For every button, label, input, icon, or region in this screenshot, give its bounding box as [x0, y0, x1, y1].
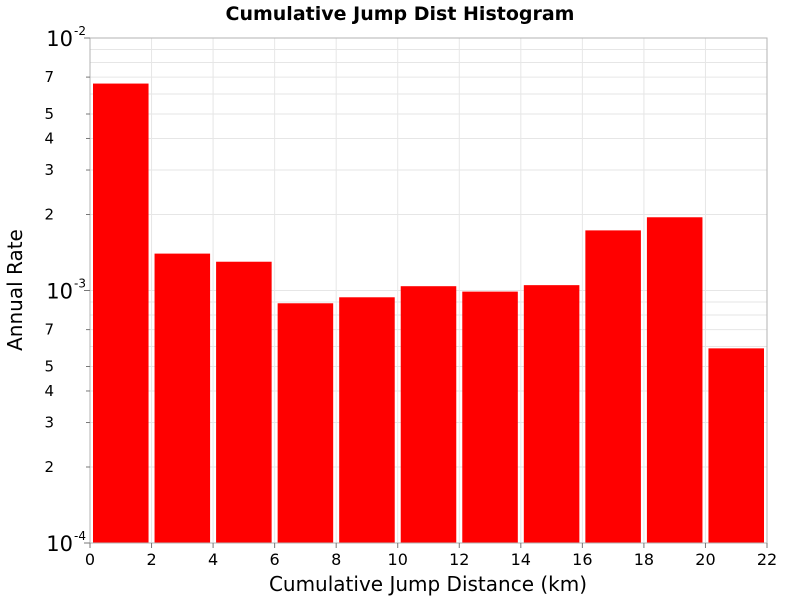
histogram-bar — [216, 261, 272, 543]
chart-title: Cumulative Jump Dist Histogram — [226, 3, 575, 25]
histogram-bar — [646, 217, 703, 543]
y-major-tick-base: 10 — [46, 27, 73, 51]
y-minor-tick-label: 7 — [44, 68, 54, 86]
histogram-bar — [339, 297, 395, 543]
histogram-bar — [708, 348, 764, 543]
y-axis-label: Annual Rate — [3, 229, 27, 351]
y-minor-tick-label: 7 — [44, 321, 54, 339]
x-tick-label: 12 — [449, 550, 469, 569]
histogram-bar — [277, 303, 334, 543]
y-minor-tick-label: 5 — [44, 358, 54, 376]
x-tick-label: 6 — [270, 550, 280, 569]
y-major-tick-base: 10 — [46, 280, 73, 304]
histogram-bar — [154, 253, 211, 544]
x-tick-label: 4 — [208, 550, 218, 569]
y-major-tick-exponent: -4 — [74, 529, 86, 543]
y-minor-tick-label: 3 — [44, 161, 54, 179]
bars-layer — [93, 83, 764, 544]
x-tick-label: 14 — [511, 550, 531, 569]
x-tick-label: 2 — [146, 550, 156, 569]
histogram-bar — [462, 291, 518, 543]
x-axis-label: Cumulative Jump Distance (km) — [269, 572, 587, 596]
x-tick-label: 20 — [695, 550, 715, 569]
x-tick-label: 22 — [757, 550, 777, 569]
histogram-bar — [400, 286, 457, 543]
histogram-bar — [585, 230, 641, 543]
y-minor-tick-label: 3 — [44, 414, 54, 432]
histogram-bar — [523, 285, 580, 543]
x-tick-label: 8 — [331, 550, 341, 569]
y-major-tick-base: 10 — [46, 532, 73, 556]
histogram-bar — [93, 83, 149, 543]
x-tick-label: 10 — [388, 550, 408, 569]
x-tick-label: 16 — [572, 550, 592, 569]
y-minor-tick-label: 5 — [44, 105, 54, 123]
y-minor-tick-label: 2 — [44, 205, 54, 223]
y-major-tick-exponent: -3 — [74, 277, 86, 291]
x-tick-label: 18 — [634, 550, 654, 569]
y-minor-tick-label: 4 — [44, 129, 54, 147]
y-minor-tick-label: 2 — [44, 458, 54, 476]
y-major-tick-exponent: -2 — [74, 24, 86, 38]
x-ticks: 0 2 4 6 8 10 12 14 16 18 20 22 — [85, 543, 777, 569]
x-tick-label: 0 — [85, 550, 95, 569]
y-minor-tick-label: 4 — [44, 382, 54, 400]
